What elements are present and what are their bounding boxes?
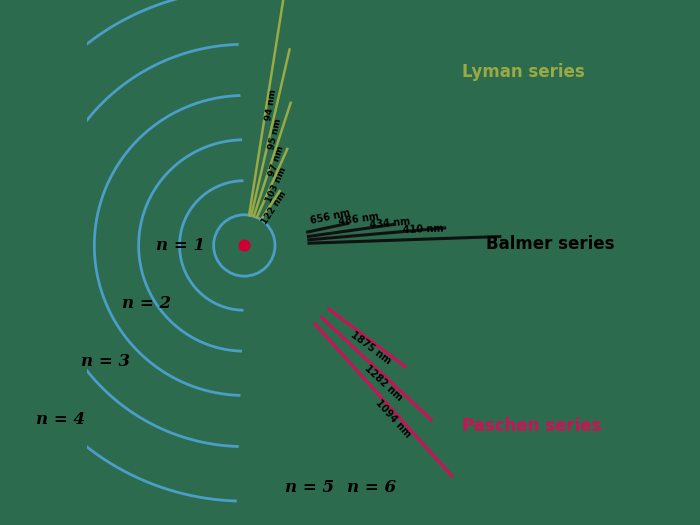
Text: 94 nm: 94 nm	[265, 88, 279, 121]
Text: 434 nm: 434 nm	[369, 216, 411, 229]
Point	[239, 242, 250, 250]
Text: Balmer series: Balmer series	[486, 235, 615, 253]
Text: 1094 nm: 1094 nm	[374, 398, 413, 440]
Text: n = 2: n = 2	[122, 295, 171, 312]
Text: 1875 nm: 1875 nm	[349, 330, 393, 366]
Text: n = 5: n = 5	[285, 479, 335, 496]
Text: Lyman series: Lyman series	[463, 62, 585, 81]
Text: n = 3: n = 3	[80, 353, 130, 370]
Text: 410 nm: 410 nm	[403, 224, 444, 235]
Text: 103 nm: 103 nm	[265, 166, 288, 204]
Text: n = 6: n = 6	[346, 479, 395, 496]
Text: 486 nm: 486 nm	[337, 212, 379, 227]
Text: n = 4: n = 4	[36, 411, 85, 428]
Text: 656 nm: 656 nm	[309, 208, 351, 226]
Text: 95 nm: 95 nm	[267, 117, 283, 150]
Text: Paschen series: Paschen series	[463, 417, 602, 435]
Text: n = 1: n = 1	[155, 237, 205, 254]
Text: 97 nm: 97 nm	[267, 144, 286, 177]
Text: 1282 nm: 1282 nm	[363, 363, 405, 403]
Text: 122 nm: 122 nm	[260, 190, 288, 226]
